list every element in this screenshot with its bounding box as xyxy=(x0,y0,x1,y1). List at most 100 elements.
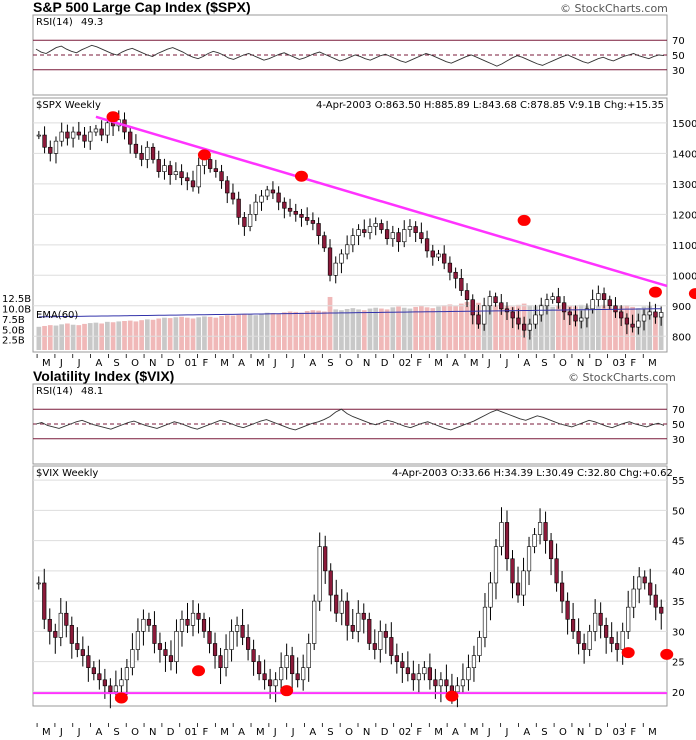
vix-candle xyxy=(306,643,311,668)
vix-candle xyxy=(482,606,488,638)
volume-bar xyxy=(202,316,207,350)
spx-candle xyxy=(150,146,156,160)
spx-candle xyxy=(350,235,356,246)
spx-candle xyxy=(99,128,104,136)
vix-rsi-tick: 30 xyxy=(672,435,685,446)
spx-chart-title: S&P 500 Large Cap Index ($SPX) xyxy=(33,0,251,15)
spx-rsi-line xyxy=(35,44,665,67)
spx-candle xyxy=(190,180,196,188)
x-axis-top-label: A xyxy=(309,358,316,369)
x-axis-top-label: M xyxy=(220,358,229,369)
vix-candle xyxy=(257,661,262,675)
x-axis-bottom-label: S xyxy=(113,727,119,738)
spx-candle xyxy=(282,201,287,209)
volume-bar xyxy=(327,296,333,350)
vix-candle xyxy=(433,679,438,687)
volume-bar xyxy=(464,301,470,350)
x-axis-bottom-label: M xyxy=(42,727,51,738)
vix-candle xyxy=(97,673,102,681)
x-axis-top-label: D xyxy=(381,358,389,369)
vix-candle xyxy=(361,612,366,620)
volume-bar xyxy=(470,300,476,350)
vix-candle xyxy=(438,679,443,687)
vix-tick: 35 xyxy=(672,597,685,608)
spx-candle xyxy=(213,168,218,172)
swing-high-marker xyxy=(648,286,662,298)
spx-candle xyxy=(327,247,333,276)
spx-candle xyxy=(293,210,298,215)
x-axis-top-label: F xyxy=(202,358,208,369)
vix-candle xyxy=(108,685,113,693)
x-axis-bottom-label: O xyxy=(559,727,567,738)
volume-bar xyxy=(299,312,304,350)
volume-bar xyxy=(304,311,310,350)
spx-candle xyxy=(65,131,70,139)
vix-candle xyxy=(620,631,625,650)
volume-bar xyxy=(601,304,607,350)
spx-candle xyxy=(516,317,521,325)
spx-candle xyxy=(173,171,179,175)
spx-candle xyxy=(230,192,236,200)
spx-candle xyxy=(253,201,258,215)
vix-candle xyxy=(339,600,344,614)
vix-candle xyxy=(36,582,41,585)
vix-candle xyxy=(91,667,96,675)
x-axis-top-label: N xyxy=(577,358,584,369)
spx-rsi-tick: 70 xyxy=(672,36,685,47)
x-axis-layer: M J J A S O N D 01 F M A M J J A S O N D 02 F M A M J J A S O N D 03 F MM J… xyxy=(36,354,657,738)
volume-bar xyxy=(413,306,419,350)
swing-low-marker xyxy=(660,648,674,660)
volume-bar xyxy=(436,306,441,350)
spx-candle xyxy=(527,323,532,331)
spx-candle xyxy=(396,232,401,243)
volume-bar xyxy=(458,303,464,350)
volume-bar xyxy=(224,315,230,350)
volume-bar xyxy=(70,324,76,350)
spx-candle xyxy=(156,159,161,172)
vix-candle xyxy=(301,667,306,681)
vix-candle xyxy=(113,685,118,693)
x-axis-top-label: O xyxy=(131,358,139,369)
x-axis-bottom-label: N xyxy=(149,727,156,738)
volume-bar xyxy=(613,307,618,350)
x-axis-bottom-label: F xyxy=(416,727,422,738)
spx-candle xyxy=(442,253,447,264)
x-axis-top-label: J xyxy=(77,358,81,369)
volume-bar xyxy=(162,317,167,350)
volume-bar xyxy=(356,309,361,350)
vix-candle xyxy=(218,655,223,668)
spx-candle xyxy=(436,253,441,258)
x-axis-top-label: A xyxy=(523,358,530,369)
spx-candle xyxy=(459,278,464,291)
volume-bar xyxy=(53,325,59,350)
spx-candle xyxy=(470,299,475,316)
x-axis-top-label: J xyxy=(291,358,295,369)
vix-candle xyxy=(58,612,63,638)
x-axis-bottom-label: J xyxy=(77,727,81,738)
vix-candle xyxy=(383,631,388,638)
spx-candle xyxy=(430,250,435,258)
vix-candle xyxy=(576,631,581,644)
resistance-trendline xyxy=(95,115,668,288)
x-axis-top-label: M xyxy=(256,358,265,369)
vix-candle xyxy=(598,612,603,626)
x-axis-top-label: D xyxy=(595,358,603,369)
spx-candle xyxy=(579,317,584,322)
vix-candle xyxy=(251,649,256,662)
spx-candle xyxy=(419,232,424,240)
spx-candle xyxy=(544,299,550,307)
vix-candle xyxy=(466,667,471,681)
x-axis-top-label: A xyxy=(452,358,459,369)
x-axis-top-label: J xyxy=(273,358,277,369)
spx-tick: 900 xyxy=(672,302,691,313)
vix-candle xyxy=(604,625,609,638)
volume-bar xyxy=(487,306,493,350)
volume-bar xyxy=(493,304,498,350)
x-axis-bottom-label: J xyxy=(273,727,277,738)
spx-candle xyxy=(42,134,47,148)
vix-price-layer: 55 50 45 40 35 30 25 20 xyxy=(33,476,685,709)
vix-candle xyxy=(312,600,317,644)
x-axis-top-label: J xyxy=(59,358,63,369)
vix-rsi-tick: 70 xyxy=(672,405,685,416)
